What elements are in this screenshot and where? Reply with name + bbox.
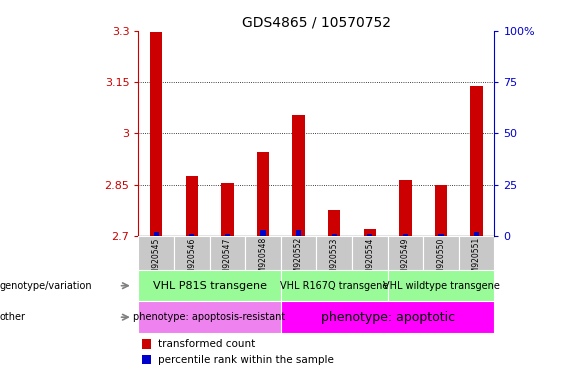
Text: phenotype: apoptotic: phenotype: apoptotic <box>320 311 455 324</box>
Bar <box>281 301 494 333</box>
Bar <box>281 236 316 270</box>
Bar <box>174 236 210 270</box>
Text: GSM920554: GSM920554 <box>366 237 374 283</box>
Bar <box>352 236 388 270</box>
Text: VHL wildtype transgene: VHL wildtype transgene <box>383 281 499 291</box>
Text: GSM920546: GSM920546 <box>188 237 196 283</box>
Bar <box>225 234 230 236</box>
Bar <box>403 234 408 236</box>
Text: GSM920551: GSM920551 <box>472 237 481 283</box>
Bar <box>474 232 479 236</box>
Bar <box>328 210 341 236</box>
Bar <box>296 230 301 236</box>
Bar <box>189 234 194 236</box>
Bar <box>245 236 281 270</box>
Bar <box>260 230 266 236</box>
Bar <box>292 114 305 236</box>
Text: GSM920552: GSM920552 <box>294 237 303 283</box>
Text: GSM920549: GSM920549 <box>401 237 410 283</box>
Text: VHL P81S transgene: VHL P81S transgene <box>153 281 267 291</box>
Text: GSM920545: GSM920545 <box>152 237 160 283</box>
Text: GSM920550: GSM920550 <box>437 237 445 283</box>
Bar <box>388 236 423 270</box>
Bar <box>434 185 447 236</box>
Bar <box>459 236 494 270</box>
Text: VHL R167Q transgene: VHL R167Q transgene <box>280 281 388 291</box>
Text: GSM920548: GSM920548 <box>259 237 267 283</box>
Text: GSM920553: GSM920553 <box>330 237 338 283</box>
Bar <box>150 32 163 236</box>
Bar <box>138 236 174 270</box>
Bar <box>423 236 459 270</box>
Bar <box>185 176 198 236</box>
Text: percentile rank within the sample: percentile rank within the sample <box>158 355 334 365</box>
Text: other: other <box>0 312 26 322</box>
Bar <box>138 270 281 301</box>
Bar <box>470 86 483 236</box>
Bar <box>210 236 245 270</box>
Bar <box>142 354 151 364</box>
Bar <box>363 229 376 236</box>
Text: GSM920547: GSM920547 <box>223 237 232 283</box>
Text: genotype/variation: genotype/variation <box>0 281 93 291</box>
Bar <box>438 234 444 236</box>
Bar <box>388 270 494 301</box>
Bar <box>221 183 234 236</box>
Bar <box>281 270 388 301</box>
Text: phenotype: apoptosis-resistant: phenotype: apoptosis-resistant <box>133 312 286 322</box>
Text: transformed count: transformed count <box>158 339 255 349</box>
Bar <box>138 301 281 333</box>
Bar <box>142 339 151 349</box>
Text: GDS4865 / 10570752: GDS4865 / 10570752 <box>242 15 391 29</box>
Bar <box>399 180 412 236</box>
Bar <box>367 234 372 236</box>
Bar <box>154 232 159 236</box>
Bar <box>332 234 337 236</box>
Bar <box>257 152 270 236</box>
Bar <box>316 236 352 270</box>
